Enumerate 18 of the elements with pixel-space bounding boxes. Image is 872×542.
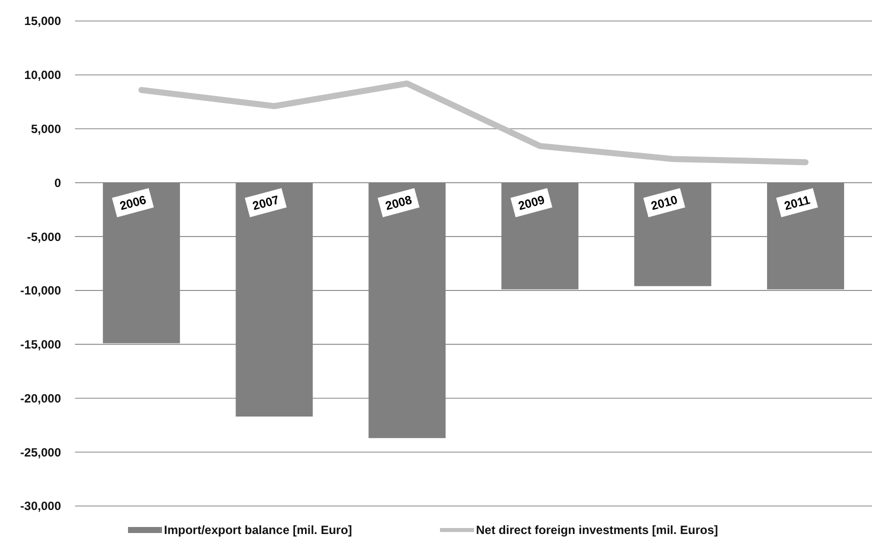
y-tick-label: 5,000 <box>30 122 62 136</box>
y-tick-label: -20,000 <box>20 391 62 406</box>
legend-label: Import/export balance [mil. Euro] <box>164 523 352 538</box>
x-tick-label: 2006 <box>118 192 148 214</box>
y-tick-label: -25,000 <box>20 445 62 460</box>
y-tick-label: 0 <box>54 176 62 190</box>
x-tick-label: 2010 <box>650 192 680 214</box>
x-tick-label: 2009 <box>516 192 546 214</box>
y-tick-label: -15,000 <box>20 338 62 352</box>
x-tick-label: 2008 <box>384 192 414 214</box>
y-tick-label: -5,000 <box>26 230 62 244</box>
legend-label: Net direct foreign investments [mil. Euros] <box>476 523 718 538</box>
x-tick-label: 2007 <box>251 192 281 214</box>
y-tick-label: -10,000 <box>20 284 62 298</box>
y-tick-label: 15,000 <box>24 14 62 28</box>
x-tick-label: 2011 <box>782 192 812 213</box>
y-tick-label: -30,000 <box>20 499 62 514</box>
y-tick-label: 10,000 <box>24 68 62 82</box>
